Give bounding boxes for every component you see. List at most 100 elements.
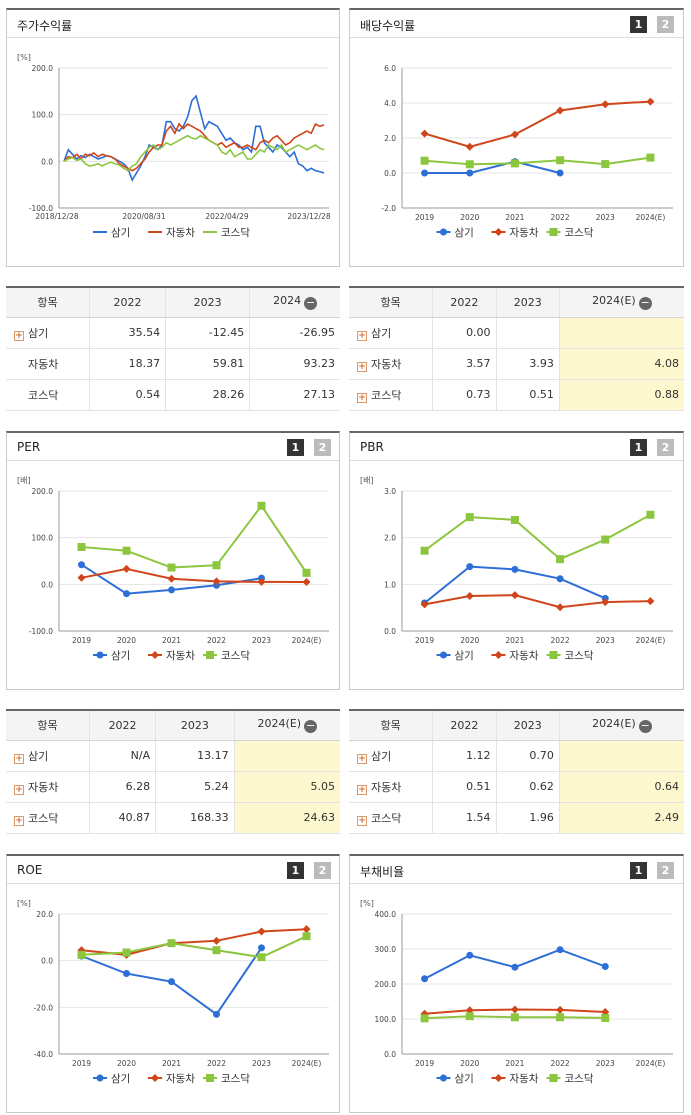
y-axis-unit: [%] — [360, 899, 374, 908]
page-button-2[interactable]: 2 — [314, 439, 331, 456]
stock-return-table: 항목 2022 2023 2024− + 삼기 35.54 -12.45 -26.95 자동차 18… — [6, 286, 340, 411]
data-point — [646, 97, 655, 106]
row-label[interactable]: + 자동차 — [6, 771, 90, 803]
legend-label: 삼기 — [111, 650, 130, 662]
legend-label: 자동차 — [510, 650, 539, 662]
table-cell: 5.24 — [155, 771, 235, 803]
legend-marker — [96, 651, 104, 659]
data-point — [420, 1014, 429, 1023]
data-point — [78, 561, 85, 569]
table-cell: 0.54 — [88, 379, 166, 411]
x-tick-label: 2019 — [415, 1059, 434, 1068]
row-label[interactable]: + 자동차 — [349, 771, 433, 803]
y-tick-label: -40.0 — [34, 1050, 54, 1059]
row-label[interactable]: + 코스닥 — [6, 802, 90, 834]
data-point — [465, 513, 474, 522]
row-label[interactable]: + 삼기 — [349, 317, 433, 349]
table-row: 자동차 18.37 59.81 93.23 — [6, 348, 340, 380]
data-point — [601, 1013, 610, 1022]
table-row: + 삼기 35.54 -12.45 -26.95 — [6, 317, 340, 349]
row-label[interactable]: + 자동차 — [349, 348, 433, 380]
page-button-1[interactable]: 1 — [287, 439, 304, 456]
row-label[interactable]: + 삼기 — [6, 740, 90, 772]
series-square — [77, 501, 311, 577]
panel-title: PER — [17, 440, 41, 454]
row-label[interactable]: + 삼기 — [6, 317, 90, 349]
legend-label: 삼기 — [455, 1073, 474, 1085]
data-point — [77, 950, 86, 959]
collapse-minus-icon[interactable]: − — [304, 719, 318, 734]
table-cell: 6.28 — [88, 771, 156, 803]
page-button-1[interactable]: 1 — [287, 862, 304, 879]
y-tick-label: -100.0 — [29, 627, 53, 636]
page-button-2[interactable]: 2 — [657, 862, 674, 879]
page-button-1[interactable]: 1 — [630, 439, 647, 456]
legend-marker — [549, 1074, 558, 1082]
table-header-year: 2024− — [249, 287, 340, 318]
expand-plus-icon[interactable]: + — [14, 784, 24, 795]
legend-label: 자동차 — [510, 227, 539, 239]
legend: 삼기 자동차 코스닥 — [93, 650, 250, 662]
per-panel: PER 1 2 [배] 200.0 100.0 0.0 -100.0 2019 2020 20… — [6, 431, 340, 690]
expand-plus-icon[interactable]: + — [357, 815, 367, 826]
series-circle — [78, 944, 265, 1018]
table-cell: 13.17 — [155, 740, 235, 772]
legend-marker — [440, 1074, 447, 1082]
expand-plus-icon[interactable]: + — [357, 753, 367, 764]
expand-plus-icon[interactable]: + — [14, 753, 24, 764]
y-tick-label: 200.0 — [375, 980, 397, 989]
series-diamond — [420, 591, 655, 612]
table-cell: 0.62 — [495, 771, 560, 803]
row-name: 삼기 — [28, 326, 49, 340]
row-label[interactable]: + 코스닥 — [349, 802, 433, 834]
row-label[interactable]: + 삼기 — [349, 740, 433, 772]
x-tick-label: 2020 — [460, 1059, 479, 1068]
data-point — [302, 568, 311, 577]
x-tick-label: 2021 — [505, 213, 524, 222]
table-header-item: 항목 — [349, 710, 433, 741]
y-tick-label: 6.0 — [384, 64, 396, 73]
expand-plus-icon[interactable]: + — [357, 784, 367, 795]
legend-label: 코스닥 — [221, 227, 250, 239]
x-tick-label: 2022 — [551, 1059, 570, 1068]
data-point — [167, 574, 176, 583]
page-button-1[interactable]: 1 — [630, 862, 647, 879]
table-cell: 3.93 — [495, 348, 560, 380]
data-point — [257, 927, 266, 936]
table-cell: 35.54 — [88, 317, 166, 349]
collapse-minus-icon[interactable]: − — [638, 296, 652, 311]
row-label[interactable]: 코스닥 — [6, 379, 90, 411]
y-tick-label: 3.0 — [384, 487, 396, 496]
expand-plus-icon[interactable]: + — [357, 330, 367, 341]
table-row: + 삼기 N/A 13.17 — [6, 740, 340, 772]
data-point — [556, 555, 565, 564]
data-point — [466, 169, 474, 177]
data-point — [123, 970, 130, 977]
row-name: 자동차 — [28, 357, 59, 371]
x-tick-label: 2022 — [207, 636, 226, 645]
page-button-1[interactable]: 1 — [630, 16, 647, 33]
collapse-minus-icon[interactable]: − — [638, 719, 652, 734]
row-name: 코스닥 — [28, 388, 59, 402]
x-tick-label: 2021 — [162, 1059, 181, 1068]
series-square — [77, 932, 311, 962]
legend-marker — [96, 1074, 104, 1082]
collapse-minus-icon[interactable]: − — [304, 296, 318, 311]
y-tick-label: 300.0 — [375, 945, 397, 954]
expand-plus-icon[interactable]: + — [14, 330, 24, 341]
series-line — [424, 156, 651, 166]
expand-plus-icon[interactable]: + — [357, 361, 367, 372]
row-label[interactable]: 자동차 — [6, 348, 90, 380]
panel-header: 배당수익률 1 2 — [350, 10, 683, 38]
y-axis-unit: [%] — [17, 53, 31, 62]
x-tick-label: 2023/12/28 — [287, 212, 330, 221]
row-label[interactable]: + 코스닥 — [349, 379, 433, 411]
data-point — [167, 563, 176, 572]
table-row: 코스닥 0.54 28.26 27.13 — [6, 379, 340, 411]
legend-label: 자동차 — [166, 227, 195, 239]
page-button-2[interactable]: 2 — [314, 862, 331, 879]
expand-plus-icon[interactable]: + — [357, 392, 367, 403]
expand-plus-icon[interactable]: + — [14, 815, 24, 826]
page-button-2[interactable]: 2 — [657, 439, 674, 456]
page-button-2[interactable]: 2 — [657, 16, 674, 33]
